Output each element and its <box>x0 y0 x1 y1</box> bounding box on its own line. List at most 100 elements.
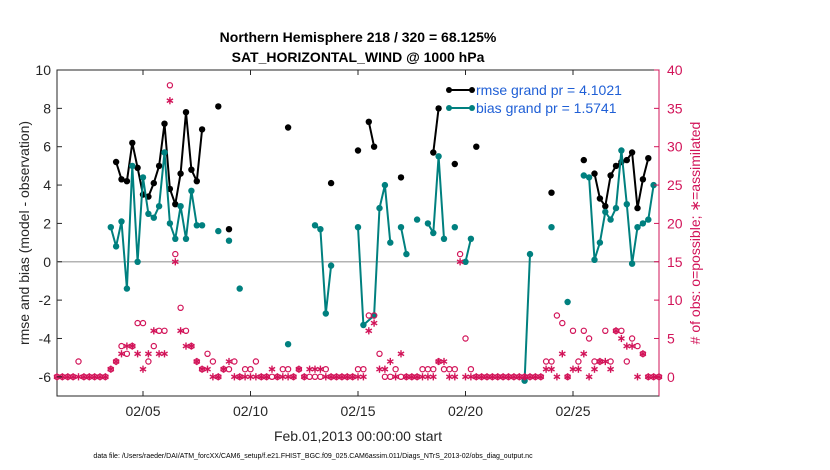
possible-obs-point <box>139 319 147 327</box>
bias-data-point <box>354 224 362 231</box>
rmse-data-point <box>602 203 609 210</box>
possible-obs-point <box>370 312 378 319</box>
y-tick-label-right: 10 <box>667 292 683 308</box>
bias-data-point <box>193 222 200 229</box>
rmse-data-point <box>327 179 335 187</box>
rmse-data-point <box>155 162 163 170</box>
assimilated-obs-point <box>263 373 271 381</box>
bias-data-point <box>118 218 125 225</box>
bias-data-point <box>322 310 329 317</box>
assimilated-obs-point <box>381 365 389 373</box>
assimilated-obs-point <box>268 365 276 373</box>
y-tick-label-right: 20 <box>667 215 683 231</box>
bias-data-point <box>526 250 534 258</box>
rmse-data-point <box>215 103 222 110</box>
bias-data-point <box>139 174 147 181</box>
rmse-data-point <box>182 109 190 116</box>
possible-obs-point <box>602 327 609 334</box>
possible-obs-point <box>467 366 475 373</box>
bias-data-point <box>236 285 243 292</box>
bias-data-point <box>462 258 469 265</box>
rmse-data-point <box>645 155 652 162</box>
assimilated-obs-point <box>607 365 615 373</box>
possible-obs-point <box>209 358 217 365</box>
y-tick-label-right: 25 <box>667 177 683 193</box>
assimilated-obs-point <box>161 350 168 358</box>
x-tick-label: 02/05 <box>125 403 160 419</box>
bias-data-point <box>215 227 222 235</box>
bias-data-point <box>440 235 448 242</box>
rmse-data-point <box>639 176 647 183</box>
legend-bias-label: bias grand pr = 1.5741 <box>476 100 617 116</box>
assimilated-obs-point <box>316 365 324 373</box>
assimilated-obs-point <box>537 373 545 381</box>
bias-data-point <box>639 220 647 227</box>
bias-data-point <box>166 220 174 227</box>
rmse-data-point <box>198 126 206 133</box>
assimilated-obs-point <box>628 342 636 350</box>
assimilated-obs-point <box>612 327 620 335</box>
rmse-data-point <box>548 189 555 196</box>
possible-obs-point <box>177 304 184 311</box>
bias-data-point <box>123 285 131 292</box>
assimilated-obs-point <box>564 373 572 381</box>
data-file-footnote: data file: /Users/raeder/DAI/ATM_forcXX/… <box>93 453 533 460</box>
bias-data-point <box>645 216 652 223</box>
assimilated-obs-point <box>166 97 174 105</box>
bias-data-point <box>145 210 152 217</box>
bias-data-point <box>107 224 115 231</box>
x-axis-label: Feb.01,2013 00:00:00 start <box>274 428 442 444</box>
bias-data-point <box>155 203 163 210</box>
rmse-data-point <box>188 166 195 173</box>
bias-line-segment <box>523 254 531 381</box>
bias-data-point <box>413 216 421 223</box>
assimilated-obs-point <box>451 373 459 381</box>
assimilated-obs-point <box>193 357 201 366</box>
assimilated-obs-point <box>220 365 228 373</box>
bias-data-point <box>628 260 636 267</box>
possible-obs-point <box>585 335 593 342</box>
y-tick-label-left: -6 <box>39 369 52 385</box>
possible-obs-point <box>387 373 394 380</box>
possible-obs-point <box>462 335 469 342</box>
assimilated-obs-point <box>392 373 400 381</box>
rmse-line-segment <box>432 108 440 153</box>
assimilated-obs-point <box>290 373 297 381</box>
assimilated-obs-point <box>134 350 142 358</box>
assimilated-obs-point <box>107 365 115 373</box>
bias-data-point <box>129 162 136 170</box>
y-tick-label-right: 5 <box>667 330 675 346</box>
assimilated-obs-point <box>187 342 195 350</box>
bias-data-point <box>435 153 442 160</box>
chart-title: Northern Hemisphere 218 / 320 = 68.125% <box>220 29 497 45</box>
rmse-data-point <box>435 105 442 112</box>
possible-obs-point <box>322 366 329 373</box>
x-tick-label: 02/20 <box>448 403 483 419</box>
axis-ticks: 02/05 02/10 02/15 02/20 02/25 -6 -4 -2 0 2 4 6 8 10 0 5… <box>35 62 682 419</box>
bias-data-point <box>284 341 292 348</box>
assimilated-obs-point <box>370 319 378 327</box>
possible-obs-point <box>231 358 238 365</box>
rmse-data-point <box>473 143 480 150</box>
legend-rmse-marker <box>446 87 452 93</box>
assimilated-obs-point <box>139 365 147 373</box>
bias-data-point <box>225 237 233 244</box>
assimilated-obs-point <box>601 357 609 366</box>
rmse-data-point <box>118 176 125 183</box>
bias-data-point <box>198 222 206 229</box>
assimilated-obs-point <box>214 373 222 381</box>
possible-obs-point <box>150 342 157 350</box>
bias-data-point <box>564 298 571 306</box>
bias-data-point <box>650 181 657 189</box>
assimilated-obs-point <box>558 350 566 358</box>
rmse-data-point <box>370 143 378 150</box>
bias-data-point <box>381 181 389 189</box>
assimilated-obs-point <box>548 365 555 373</box>
possible-obs-point <box>575 358 582 365</box>
possible-obs-point <box>182 327 190 334</box>
possible-obs-point <box>618 327 625 334</box>
y-axis-label-right: # of obs: o=possible; ∗=assimilated <box>687 122 703 345</box>
y-tick-label-right: 30 <box>667 139 683 155</box>
assimilated-obs-point <box>617 334 625 343</box>
bias-data-point <box>591 256 598 263</box>
